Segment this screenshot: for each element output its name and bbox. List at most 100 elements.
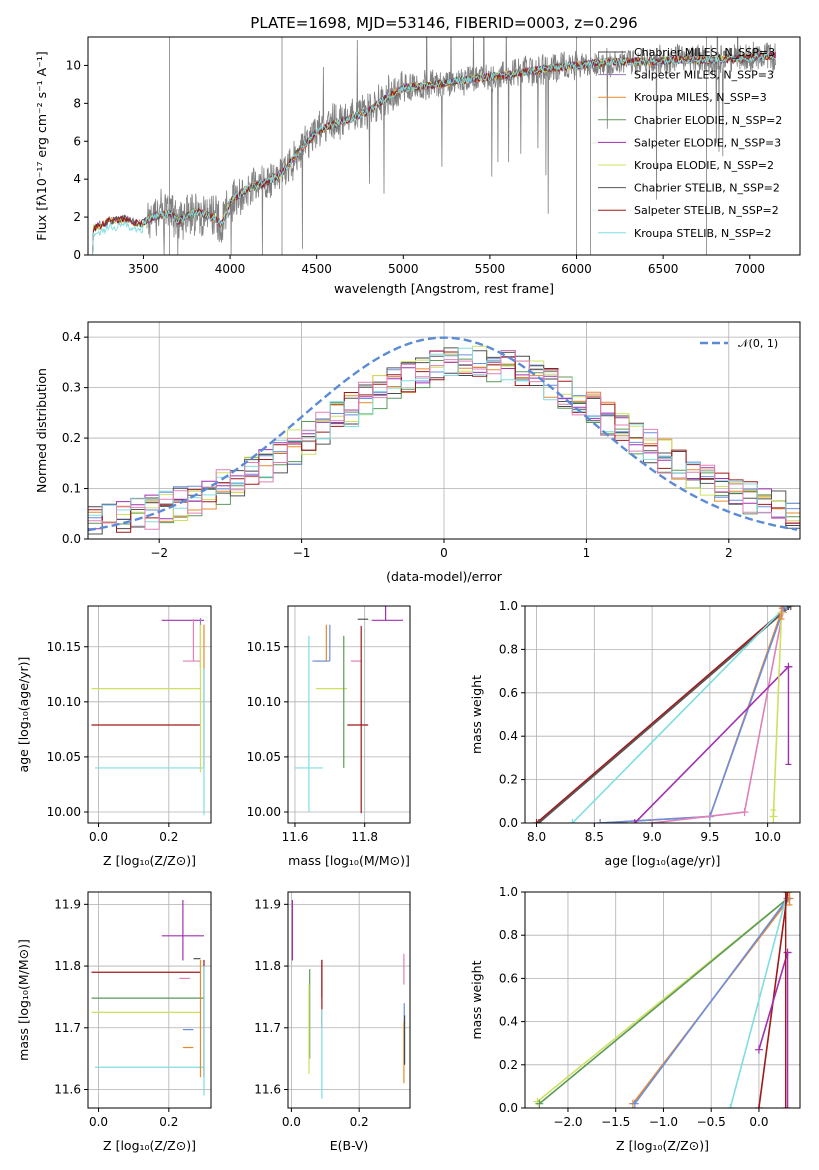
massweight-line-chab_elodie	[538, 897, 789, 1105]
errorbar-point	[294, 635, 323, 812]
massweight-line-hist_blue	[634, 898, 789, 1105]
y-tick-label: 0.3	[62, 381, 81, 395]
x-axis-label: Z [log₁₀(Z/Z⊙)]	[616, 1138, 709, 1153]
model-krou_stelib	[91, 52, 776, 255]
massweight-line-krou_elodie	[772, 612, 783, 817]
y-tick-label: 10	[66, 58, 81, 72]
marker	[630, 1099, 639, 1108]
y-tick-label: 6	[73, 134, 81, 148]
x-tick-label: 0.0	[282, 1115, 301, 1129]
x-axis-label: age [log₁₀(age/yr)]	[605, 853, 721, 868]
marker	[630, 819, 639, 823]
histogram-hist_pink	[88, 350, 800, 530]
massweight-line-salp_stelib	[536, 606, 789, 823]
y-tick-label: 11.9	[54, 897, 81, 911]
x-tick-label: −2	[150, 546, 168, 560]
x-tick-label: 1	[583, 546, 591, 560]
y-tick-label: 10.10	[247, 695, 281, 709]
y-tick-label: 10.05	[247, 750, 281, 764]
plot-area	[533, 892, 794, 1108]
legend-entry: Kroupa ELODIE, N_SSP=2	[634, 159, 774, 172]
y-tick-label: 0.6	[499, 686, 518, 700]
spectrum-panel: 3500 4000 4500 5000 5500 6000 6500 7000 0 2 4 6 8 10 w…	[34, 36, 801, 296]
axes-frame	[524, 891, 801, 1109]
residual-panel: −2 −1 0 1 2 0.0 0.1 0.2 0.3 0.4 (data-model)/error…	[34, 321, 801, 584]
y-tick-label: 0.2	[62, 431, 81, 445]
x-tick-label: −1.0	[649, 1115, 678, 1129]
x-tick-label: 5000	[388, 262, 419, 276]
legend-entry: Salpeter ELODIE, N_SSP=3	[634, 136, 781, 149]
marker	[786, 606, 795, 610]
y-tick-label: 10.15	[247, 640, 281, 654]
y-tick-label: 0.2	[499, 773, 518, 787]
x-axis-label: mass [log₁₀(M/M⊙)]	[288, 853, 410, 868]
legend-entry: Kroupa STELIB, N_SSP=2	[634, 227, 772, 240]
legend-entry: Chabrier ELODIE, N_SSP=2	[634, 114, 782, 127]
errorbar-point	[312, 624, 331, 662]
legend-entry: 𝒩(0, 1)	[738, 337, 778, 350]
y-tick-label: 10.00	[247, 805, 281, 819]
massweight-line-salp_elodie	[758, 952, 789, 1050]
y-axis-label: mass [log₁₀(M/M⊙)]	[16, 939, 31, 1061]
x-tick-label: 9.5	[700, 830, 719, 844]
axes-frame	[524, 605, 801, 824]
x-tick-label: 9.0	[643, 830, 662, 844]
marker	[783, 892, 792, 896]
y-axis-label: mass weight	[469, 960, 484, 1039]
massweight-line-salp_elodie	[634, 666, 789, 823]
plot-area	[294, 606, 404, 814]
y-tick-label: 2	[73, 210, 81, 224]
marker	[535, 1099, 544, 1108]
marker	[754, 1045, 763, 1054]
y-axis-label: age [log₁₀(age/yr)]	[16, 657, 31, 773]
x-tick-label: 0.2	[159, 1115, 178, 1129]
legend-entry: Kroupa MILES, N_SSP=3	[634, 91, 767, 104]
massweight-line-krou_miles	[600, 607, 784, 823]
y-tick-label: 11.9	[254, 897, 281, 911]
x-tick-label: 8.5	[585, 830, 604, 844]
y-tick-label: 10.15	[47, 640, 81, 654]
legend-entry: Chabrier MILES, N_SSP=3	[634, 46, 775, 59]
y-tick-label: 1.0	[499, 599, 518, 613]
y-tick-label: 11.7	[54, 1021, 81, 1035]
mass-vs-ebv-panel: 0.0 0.2 11.6 11.7 11.8 11.9 E(B-V)	[254, 891, 411, 1153]
y-tick-label: 8	[73, 96, 81, 110]
y-axis-label: mass weight	[469, 675, 484, 754]
axes-frame	[87, 605, 212, 824]
mass-vs-metallicity-panel: 0.0 0.2 11.6 11.7 11.8 11.9 Z [log₁₀(Z/Z⊙)] mas…	[16, 891, 212, 1153]
y-tick-label: 0.0	[499, 816, 518, 830]
massweight-line-krou_stelib	[571, 606, 787, 823]
x-axis-label: Z [log₁₀(Z/Z⊙)]	[103, 853, 196, 868]
x-tick-label: 10.0	[754, 830, 781, 844]
y-tick-label: 10.05	[47, 750, 81, 764]
errorbar-point	[161, 900, 204, 961]
y-tick-label: 11.7	[254, 1021, 281, 1035]
marker	[596, 819, 605, 823]
y-tick-label: 0.8	[499, 928, 518, 942]
normal-curve	[88, 336, 798, 532]
x-tick-label: 0.0	[749, 1115, 768, 1129]
massweight-vs-metallicity-panel: −2.0 −1.5 −1.0 −0.5 0.0 0.0 0.2 0.4 0.6 0.8 1.0 Z […	[469, 885, 801, 1153]
marker	[740, 808, 749, 817]
y-axis-label: Normed distribution	[34, 368, 49, 493]
x-axis-label: (data-model)/error	[386, 569, 503, 584]
x-axis-label: E(B-V)	[330, 1138, 369, 1153]
plot-area	[532, 606, 795, 823]
observed-spectrum	[146, 37, 777, 255]
axes-frame	[87, 36, 801, 256]
legend-entry: Chabrier STELIB, N_SSP=2	[634, 182, 780, 195]
x-tick-label: 5500	[475, 262, 506, 276]
axes-frame	[287, 891, 411, 1109]
marker	[534, 819, 543, 823]
y-axis-label: Flux [fλ10⁻¹⁷ erg cm⁻² s⁻¹ A⁻¹]	[34, 51, 49, 240]
errorbar-point	[371, 606, 404, 621]
massweight-line-krou_stelib	[729, 892, 789, 1108]
x-tick-label: 4000	[215, 262, 246, 276]
marker	[726, 1104, 735, 1108]
age-vs-mass-panel: 11.6 11.8 10.00 10.05 10.10 10.15 mass [log₁₀(…	[247, 605, 411, 868]
marker	[754, 1104, 763, 1108]
errorbar-point	[347, 625, 369, 814]
x-tick-label: 11.6	[282, 830, 309, 844]
axes-frame	[87, 891, 212, 1109]
